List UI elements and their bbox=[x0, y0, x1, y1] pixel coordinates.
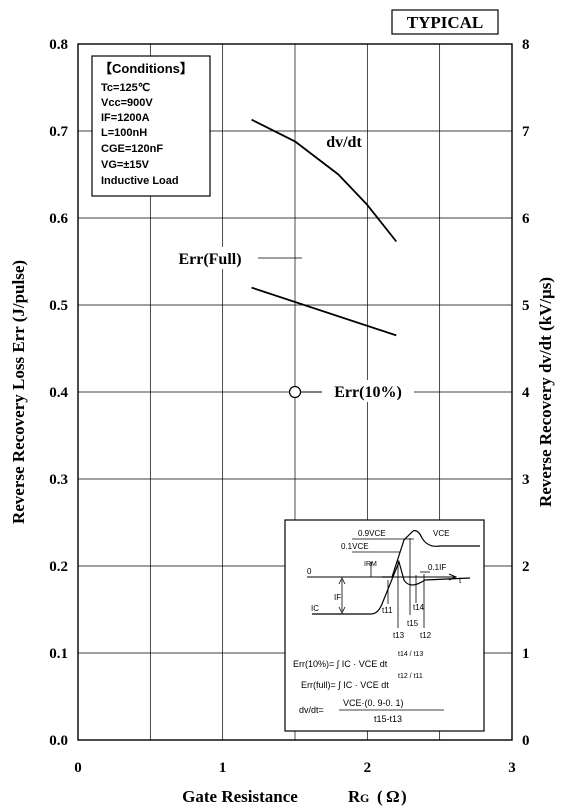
condition-tc: Tc=125℃ bbox=[101, 82, 150, 94]
x-tick-label: 2 bbox=[364, 760, 372, 776]
y-axis-right-title: Reverse Recovery dv/dt (kV/μs) bbox=[536, 277, 555, 507]
waveform-inset: 0.9VCE 0.1VCE VCE IRM 0 t 0.1IF IF IC t1… bbox=[284, 519, 485, 732]
typical-badge: TYPICAL bbox=[407, 13, 484, 32]
x-tick-label: 3 bbox=[508, 760, 516, 776]
condition-load: Inductive Load bbox=[101, 175, 179, 187]
inset-label-t12: t12 bbox=[420, 631, 432, 640]
y-left-tick-label: 0.6 bbox=[49, 211, 68, 227]
y-left-tick-label: 0.8 bbox=[49, 37, 68, 53]
conditions-title: 【Conditions】 bbox=[99, 61, 193, 76]
y-right-tick-label: 1 bbox=[522, 646, 530, 662]
formula-err10-limits: t14 / t13 bbox=[398, 651, 423, 658]
x-axis-unit-close: ) bbox=[401, 787, 407, 806]
inset-label-t13: t13 bbox=[393, 631, 405, 640]
inset-label-if: IF bbox=[334, 593, 341, 602]
inset-label-t15: t15 bbox=[407, 619, 419, 628]
inset-label-01vce: 0.1VCE bbox=[341, 542, 369, 551]
typical-badge-frame bbox=[391, 9, 499, 35]
y-right-tick-label: 2 bbox=[522, 559, 530, 575]
y-right-tick-label: 7 bbox=[522, 124, 530, 140]
y-right-tick-label: 6 bbox=[522, 211, 530, 227]
formula-errfull: Err(full)= ∫ IC · VCE dt bbox=[301, 680, 389, 690]
series-errfull-line bbox=[251, 286, 397, 337]
condition-if: IF=1200A bbox=[101, 112, 150, 124]
y-right-tick-label: 8 bbox=[522, 37, 530, 53]
formula-dvdt-lhs: dv/dt= bbox=[299, 705, 324, 715]
y-axis-left-title: Reverse Recovery Loss Err (J/pulse) bbox=[9, 260, 28, 524]
y-left-tick-label: 0.7 bbox=[49, 124, 68, 140]
current-waveform bbox=[312, 560, 471, 615]
condition-vcc: Vcc=900V bbox=[101, 97, 153, 109]
y-left-tick-label: 0.1 bbox=[49, 646, 68, 662]
inset-label-09vce: 0.9VCE bbox=[358, 529, 386, 538]
condition-l: L=100nH bbox=[101, 127, 147, 139]
label-err10: Err(10%) bbox=[334, 384, 402, 401]
inset-label-vce: VCE bbox=[433, 529, 449, 538]
conditions-frame bbox=[91, 55, 211, 197]
label-err10-bg bbox=[322, 380, 414, 402]
x-axis-symbol-sub: G bbox=[360, 791, 369, 805]
inset-label-zero: 0 bbox=[307, 567, 312, 576]
inset-frame bbox=[284, 519, 485, 732]
x-tick-label: 0 bbox=[74, 760, 82, 776]
condition-vg: VG=±15V bbox=[101, 159, 150, 171]
x-tick-label: 1 bbox=[219, 760, 227, 776]
x-axis-title: Gate Resistance bbox=[182, 787, 298, 806]
if-arrow-heads bbox=[338, 577, 346, 614]
inset-label-t11: t11 bbox=[382, 606, 393, 615]
conditions-box: 【Conditions】 Tc=125℃ Vcc=900V IF=1200A L… bbox=[91, 55, 211, 197]
y-left-tick-label: 0.4 bbox=[49, 385, 68, 401]
y-left-tick-label: 0.2 bbox=[49, 559, 68, 575]
y-right-tick-label: 5 bbox=[522, 298, 530, 314]
y-right-tick-label: 3 bbox=[522, 472, 530, 488]
x-axis-symbol: R bbox=[348, 787, 361, 806]
formula-errfull-limits: t12 / t11 bbox=[398, 673, 423, 680]
condition-cge: CGE=120nF bbox=[101, 143, 163, 155]
y-left-tick-label: 0.5 bbox=[49, 298, 68, 314]
formula-err10: Err(10%)= ∫ IC · VCE dt bbox=[293, 659, 388, 669]
inset-label-01if: 0.1IF bbox=[428, 563, 446, 572]
voltage-waveform bbox=[382, 530, 480, 578]
y-right-tick-label: 0 bbox=[522, 733, 530, 749]
y-left-tick-label: 0.0 bbox=[49, 733, 68, 749]
formula-dvdt-num: VCE·(0. 9-0. 1) bbox=[343, 698, 404, 708]
inset-label-ic: IC bbox=[311, 604, 319, 613]
inset-label-t14: t14 bbox=[413, 603, 425, 612]
series-dvdt-line bbox=[251, 118, 398, 243]
inset-label-irm: IRM bbox=[364, 561, 377, 568]
formula-dvdt-den: t15-t13 bbox=[374, 714, 402, 724]
label-errfull: Err(Full) bbox=[178, 251, 241, 268]
series-layer bbox=[251, 118, 398, 399]
x-axis-unit-open: ( bbox=[377, 787, 383, 806]
label-errfull-bg bbox=[162, 247, 258, 269]
series-err10-point bbox=[288, 385, 302, 399]
y-right-tick-label: 4 bbox=[522, 385, 530, 401]
y-left-tick-label: 0.3 bbox=[49, 472, 68, 488]
inset-label-t: t bbox=[459, 576, 462, 585]
ticks: 0 1 2 3 0.0 0.1 0.2 0.3 0.4 0.5 0.6 0.7 0.8 0 1 2 3 4 5 6 7 8 bbox=[49, 37, 530, 776]
x-axis-unit: Ω bbox=[386, 787, 400, 806]
label-dvdt: dv/dt bbox=[326, 134, 362, 151]
